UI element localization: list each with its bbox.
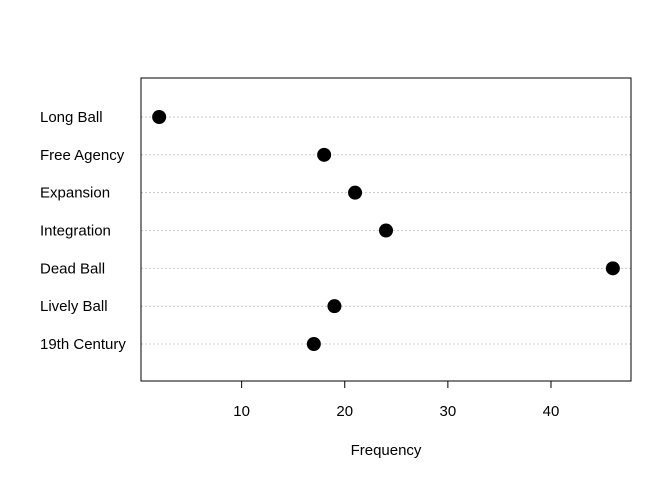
category-label: Dead Ball [40, 260, 105, 277]
x-tick-label: 20 [336, 403, 353, 420]
x-tick-label: 10 [233, 403, 250, 420]
category-label: Lively Ball [40, 298, 108, 315]
x-tick-label: 40 [543, 403, 560, 420]
x-axis: 10 20 30 40 [233, 380, 560, 420]
data-point [317, 147, 332, 162]
data-point [306, 337, 321, 351]
category-labels: 19th Century Lively Ball Dead Ball Integrat… [40, 109, 126, 353]
category-label: Long Ball [40, 109, 103, 126]
data-points [152, 110, 620, 351]
category-label: Free Agency [40, 147, 125, 164]
category-label: Expansion [40, 185, 110, 202]
data-point [379, 223, 393, 238]
data-point [605, 261, 620, 276]
grid-lines [141, 116, 631, 345]
data-point [152, 110, 167, 124]
category-label: Integration [40, 223, 111, 240]
x-tick-label: 30 [440, 403, 457, 420]
category-label: 19th Century [40, 336, 126, 353]
x-axis-title: Frequency [351, 442, 422, 459]
data-point [348, 185, 363, 200]
data-point [327, 299, 342, 314]
